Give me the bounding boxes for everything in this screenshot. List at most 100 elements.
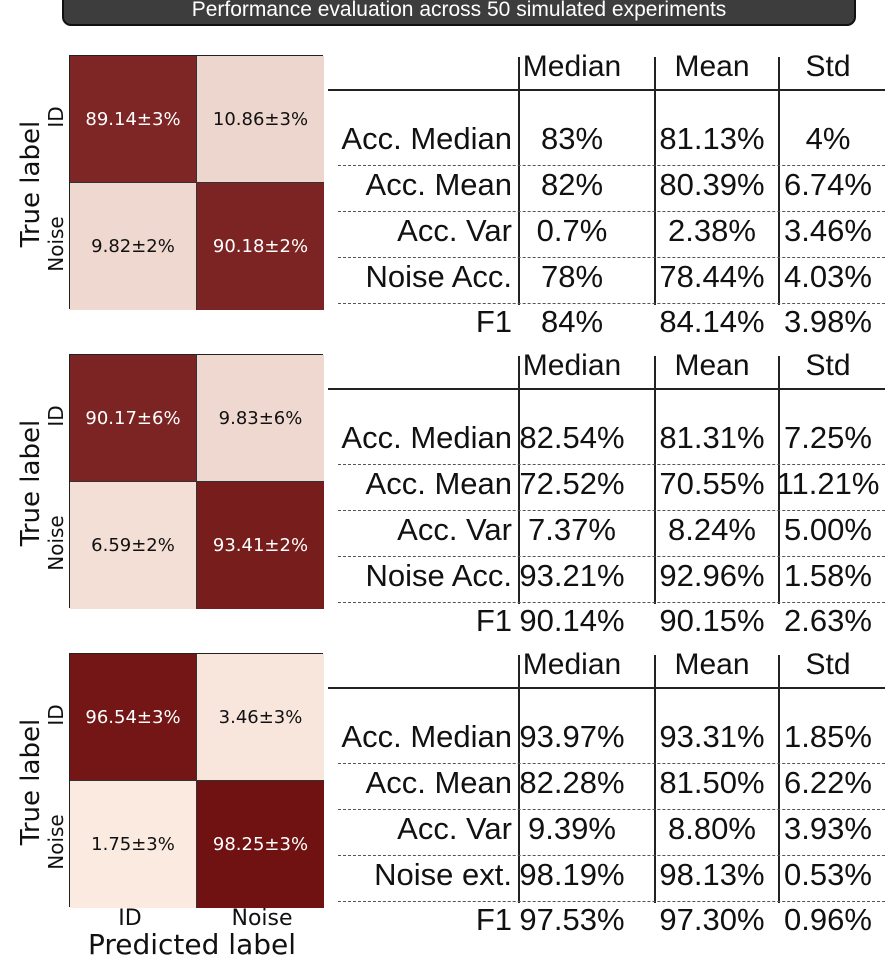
cm-cell-true-noise-pred-id: 1.75±3%: [70, 781, 197, 908]
row-divider: [338, 809, 885, 810]
table-cell-noise-acc-median: 93.21%: [519, 558, 625, 593]
column-rule: [654, 388, 656, 604]
column-rule: [518, 89, 520, 305]
header-separator: [778, 57, 780, 89]
table-cell-f1-std: 3.98%: [784, 304, 872, 339]
stats-table: Median Mean Std Acc. Median 83% 81.13% 4% Acc. …: [328, 51, 891, 339]
title-banner: Performance evaluation across 50 simulat…: [62, 0, 856, 26]
column-rule: [778, 89, 780, 305]
table-cell-acc-median-median: 83%: [540, 121, 604, 156]
header-rule: [328, 89, 885, 91]
row-label-id: ID: [44, 704, 68, 726]
column-rule: [778, 388, 780, 604]
header-separator: [654, 57, 656, 89]
row-divider: [338, 602, 885, 603]
row-divider: [338, 855, 885, 856]
stats-table: Median Mean Std Acc. Median 93.97% 93.31% 1.85…: [328, 649, 891, 937]
table-cell-acc-mean-std: 6.22%: [784, 765, 872, 800]
table-cell-noise-acc-std: 4.03%: [784, 259, 872, 294]
result-panel-2: True label ID Noise 90.17±6% 9.83±6% 6.5…: [0, 350, 891, 638]
cm-cell-true-id-pred-id: 89.14±3%: [70, 56, 197, 183]
row-divider: [338, 303, 885, 304]
table-cell-acc-var-std: 3.93%: [784, 811, 872, 846]
table-cell-acc-mean-mean: 80.39%: [659, 167, 765, 202]
table-cell-f1-mean: 90.15%: [659, 603, 765, 638]
row-divider: [338, 510, 885, 511]
row-divider: [338, 211, 885, 212]
row-label-f1: F1: [475, 603, 512, 638]
result-panel-1: True label ID Noise 89.14±3% 10.86±3% 9.…: [0, 51, 891, 339]
table-cell-acc-mean-median: 72.52%: [519, 466, 625, 501]
table-cell-acc-mean-std: 11.21%: [776, 466, 880, 501]
header-rule: [328, 388, 885, 390]
confusion-matrix: 96.54±3% 3.46±3% 1.75±3% 98.25±3%: [69, 653, 324, 908]
column-rule: [654, 89, 656, 305]
table-cell-acc-median-median: 82.54%: [519, 420, 625, 455]
row-label-noise-acc: Noise Acc.: [365, 558, 512, 593]
column-header-std: Std: [805, 50, 851, 83]
row-label-noise-acc: Noise Acc.: [365, 259, 512, 294]
header-separator: [518, 57, 520, 89]
table-cell-acc-var-mean: 8.24%: [668, 512, 756, 547]
cm-cell-true-noise-pred-id: 9.82±2%: [70, 183, 197, 310]
cm-cell-true-id-pred-noise: 9.83±6%: [197, 355, 324, 482]
table-cell-acc-var-mean: 8.80%: [668, 811, 756, 846]
table-cell-f1-std: 0.96%: [784, 902, 872, 937]
table-cell-acc-mean-mean: 70.55%: [659, 466, 765, 501]
row-label-noise: Noise: [44, 814, 68, 870]
cm-cell-true-noise-pred-id: 6.59±2%: [70, 482, 197, 609]
column-header-mean: Mean: [674, 648, 750, 681]
header-separator: [518, 356, 520, 388]
x-tick-label-noise: Noise: [231, 906, 293, 931]
row-label-noise-ext: Noise ext.: [374, 857, 512, 892]
column-header-median: Median: [522, 648, 622, 681]
row-label-acc-median: Acc. Median: [341, 719, 512, 754]
column-header-median: Median: [522, 349, 622, 382]
row-label-acc-mean: Acc. Mean: [365, 765, 512, 800]
table-cell-f1-median: 90.14%: [519, 603, 625, 638]
table-cell-noise-ext-std: 0.53%: [784, 857, 872, 892]
column-header-mean: Mean: [674, 349, 750, 382]
x-tick-label-id: ID: [118, 906, 142, 931]
table-cell-acc-var-median: 7.37%: [528, 512, 616, 547]
table-cell-acc-mean-std: 6.74%: [784, 167, 872, 202]
table-cell-acc-median-std: 4%: [805, 121, 851, 156]
header-separator: [654, 655, 656, 687]
table-cell-acc-mean-mean: 81.50%: [659, 765, 765, 800]
cm-cell-true-noise-pred-noise: 98.25±3%: [197, 781, 324, 908]
table-cell-f1-std: 2.63%: [784, 603, 872, 638]
column-rule: [518, 687, 520, 903]
header-separator: [778, 655, 780, 687]
header-separator: [778, 356, 780, 388]
table-cell-acc-var-median: 9.39%: [528, 811, 616, 846]
table-cell-f1-mean: 84.14%: [659, 304, 765, 339]
confusion-matrix: 90.17±6% 9.83±6% 6.59±2% 93.41±2%: [69, 354, 324, 609]
x-axis-title: Predicted label: [87, 928, 297, 961]
table-cell-noise-acc-mean: 78.44%: [659, 259, 765, 294]
cm-cell-true-noise-pred-noise: 90.18±2%: [197, 183, 324, 310]
row-label-noise: Noise: [44, 216, 68, 272]
table-cell-noise-acc-mean: 92.96%: [659, 558, 765, 593]
table-cell-noise-acc-median: 78%: [540, 259, 604, 294]
table-cell-acc-median-mean: 81.31%: [659, 420, 765, 455]
table-cell-acc-median-std: 1.85%: [784, 719, 872, 754]
column-header-std: Std: [805, 349, 851, 382]
table-cell-acc-var-median: 0.7%: [536, 213, 608, 248]
row-label-noise: Noise: [44, 515, 68, 571]
stats-table: Median Mean Std Acc. Median 82.54% 81.31% 7.25…: [328, 350, 891, 638]
table-cell-acc-mean-median: 82.28%: [519, 765, 625, 800]
column-header-std: Std: [805, 648, 851, 681]
header-separator: [654, 356, 656, 388]
y-axis-label: True label: [16, 120, 46, 248]
column-rule: [518, 388, 520, 604]
table-cell-noise-ext-mean: 98.13%: [659, 857, 765, 892]
row-divider: [338, 257, 885, 258]
row-divider: [338, 901, 885, 902]
table-cell-f1-mean: 97.30%: [659, 902, 765, 937]
cm-cell-true-id-pred-id: 96.54±3%: [70, 654, 197, 781]
row-label-f1: F1: [475, 902, 512, 937]
row-label-f1: F1: [475, 304, 512, 339]
row-label-id: ID: [44, 405, 68, 427]
row-label-acc-mean: Acc. Mean: [365, 167, 512, 202]
table-cell-acc-median-std: 7.25%: [784, 420, 872, 455]
